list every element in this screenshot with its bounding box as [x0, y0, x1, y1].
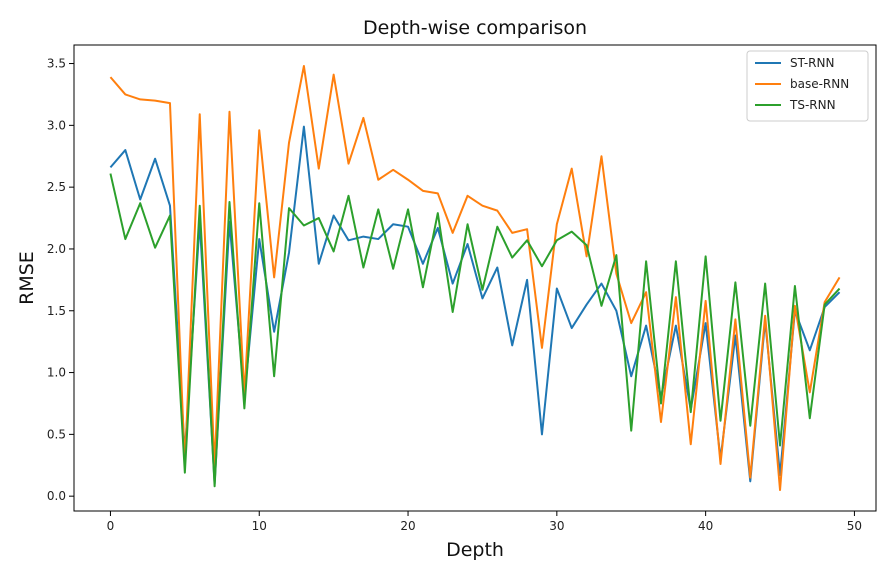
legend-label-base-rnn: base-RNN [790, 77, 849, 91]
y-axis-ticks: 0.0 0.5 1.0 1.5 2.0 2.5 3.0 3.5 [47, 57, 74, 503]
plot-frame [73, 44, 877, 512]
y-tick-label: 0.5 [47, 427, 66, 441]
series-lines [109, 65, 841, 491]
series-line-st-rnn [109, 125, 841, 485]
y-tick-label: 3.0 [47, 118, 66, 132]
x-tick-label: 50 [847, 519, 862, 533]
series-line-ts-rnn [109, 173, 841, 488]
legend-label-st-rnn: ST-RNN [790, 56, 834, 70]
x-tick-label: 30 [549, 519, 564, 533]
x-axis-label: Depth [446, 539, 504, 561]
x-axis-ticks: 0 10 20 30 40 50 [107, 511, 862, 533]
y-tick-label: 3.5 [47, 57, 66, 71]
x-tick-label: 0 [107, 519, 115, 533]
y-axis-label: RMSE [16, 251, 38, 305]
chart-title: Depth-wise comparison [363, 17, 587, 39]
y-tick-label: 2.5 [47, 180, 66, 194]
x-tick-label: 40 [698, 519, 713, 533]
y-tick-label: 0.0 [47, 489, 66, 503]
chart-legend: ST-RNN base-RNN TS-RNN [746, 50, 869, 122]
x-tick-label: 10 [252, 519, 267, 533]
legend-label-ts-rnn: TS-RNN [789, 98, 836, 112]
y-tick-label: 1.0 [47, 366, 66, 380]
series-line-base-rnn [109, 65, 841, 491]
y-tick-label: 1.5 [47, 304, 66, 318]
x-tick-label: 20 [400, 519, 415, 533]
legend-box [746, 50, 869, 122]
y-tick-label: 2.0 [47, 242, 66, 256]
